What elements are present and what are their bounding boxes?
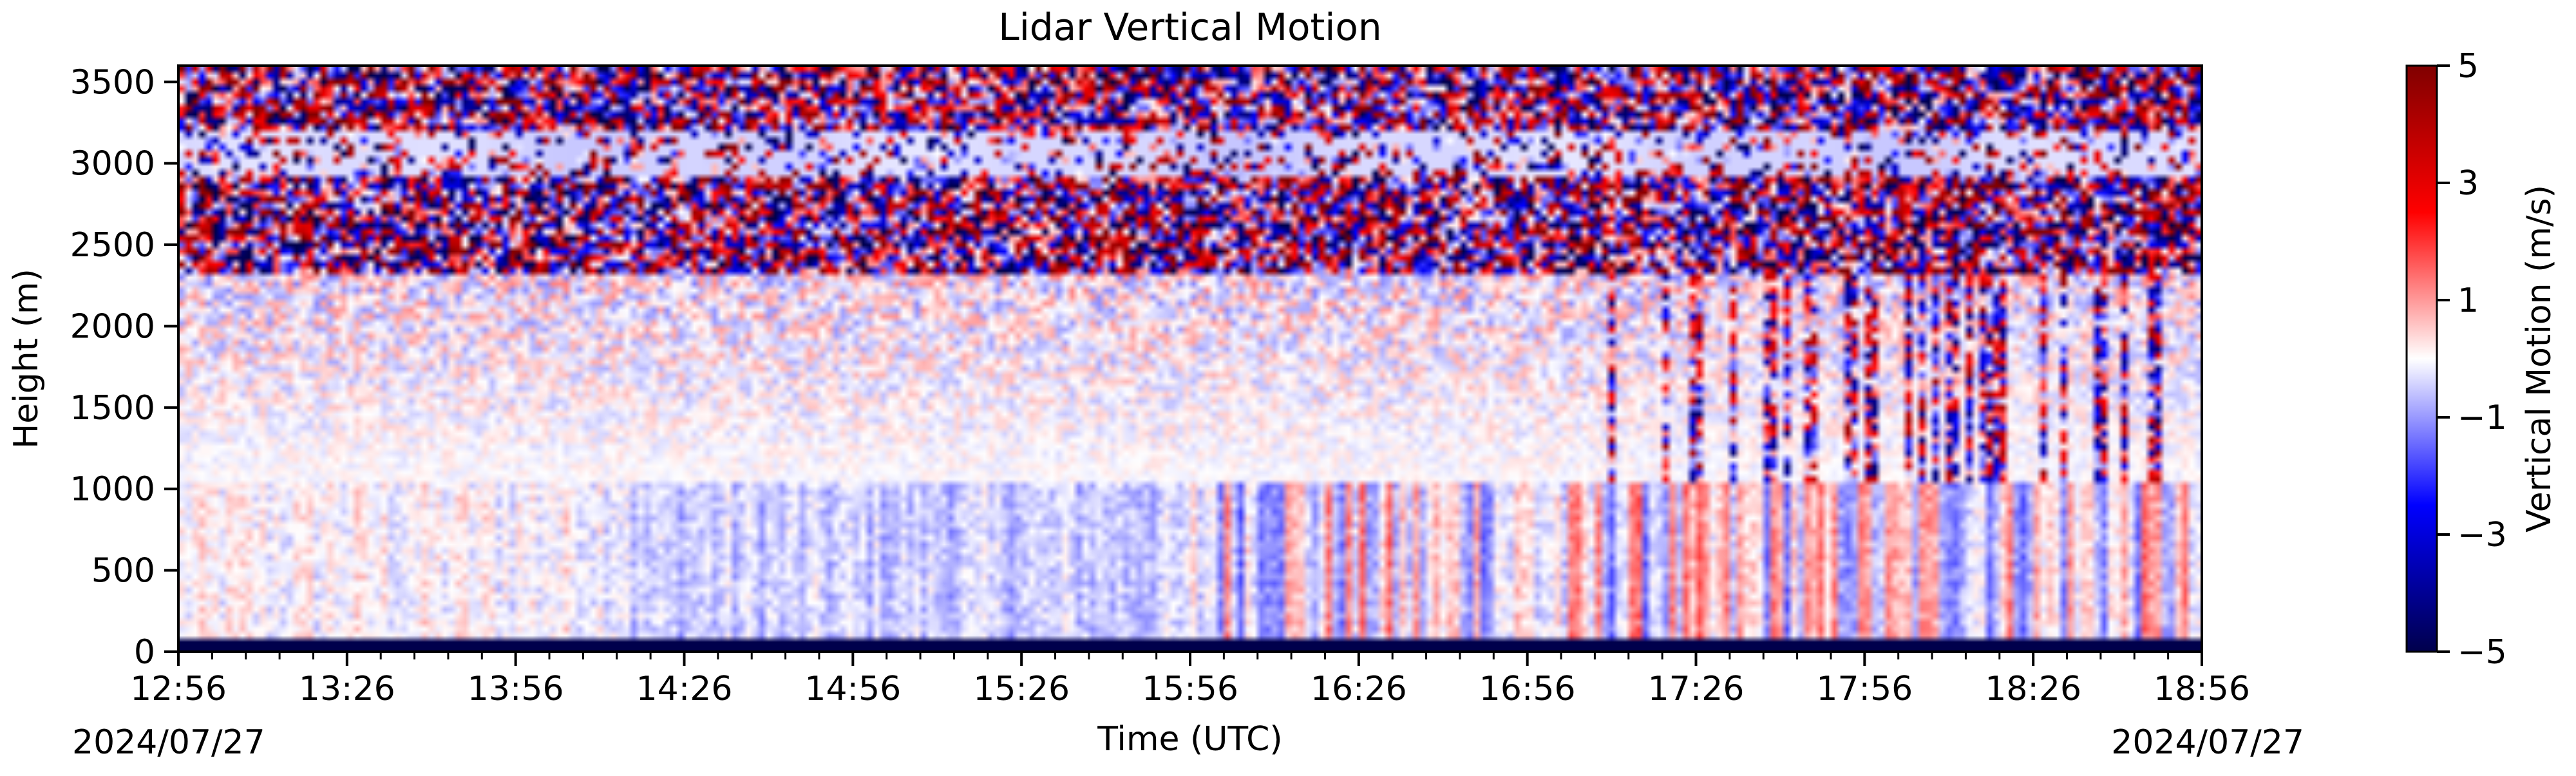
colorbar-tick-label: 3 — [2458, 164, 2479, 203]
date-right: 2024/07/27 — [2111, 723, 2304, 762]
y-axis-label: Height (m) — [7, 269, 46, 449]
chart-title: Lidar Vertical Motion — [998, 5, 1381, 49]
y-tick-label: 1000 — [70, 470, 155, 509]
x-tick-label: 16:56 — [1479, 670, 1576, 708]
colorbar-label: Vertical Motion (m/s) — [2520, 185, 2559, 533]
colorbar-tick-label: −1 — [2458, 399, 2507, 437]
heatmap-image — [178, 66, 2202, 652]
x-tick-label: 18:56 — [2154, 670, 2250, 708]
y-tick-label: 3000 — [70, 145, 155, 184]
heatmap — [178, 66, 2202, 652]
y-tick-label: 2000 — [70, 307, 155, 346]
colorbar — [2405, 64, 2438, 653]
y-tick-label: 500 — [91, 552, 155, 591]
x-tick-label: 17:26 — [1648, 670, 1745, 708]
y-axis: 0 500 1000 1500 2000 2500 3000 3500 — [70, 63, 178, 672]
colorbar-tick-label: 1 — [2458, 281, 2479, 320]
x-tick-label: 14:56 — [804, 670, 901, 708]
x-tick-label: 13:56 — [468, 670, 564, 708]
colorbar-tick-label: −5 — [2458, 633, 2507, 672]
x-tick-label: 18:26 — [1985, 670, 2081, 708]
x-axis-label: Time (UTC) — [1097, 720, 1282, 759]
y-tick-label: 3500 — [70, 63, 155, 102]
colorbar-tick-label: 5 — [2458, 47, 2479, 86]
y-tick-label: 1500 — [70, 389, 155, 428]
x-tick-label: 16:26 — [1311, 670, 1407, 708]
x-tick-label: 17:56 — [1816, 670, 1913, 708]
colorbar-ticks: 5 3 1 −1 −3 −5 — [2437, 47, 2507, 672]
y-tick-label: 2500 — [70, 226, 155, 265]
x-tick-label: 15:56 — [1142, 670, 1238, 708]
x-tick-label: 13:26 — [299, 670, 395, 708]
colorbar-tick-label: −3 — [2458, 516, 2507, 554]
date-left: 2024/07/27 — [72, 723, 265, 762]
x-tick-label: 14:26 — [636, 670, 733, 708]
x-tick-label: 12:56 — [130, 670, 227, 708]
x-tick-label: 15:26 — [973, 670, 1070, 708]
x-axis: 12:56 13:26 13:56 14:26 14:56 15:26 15:56 16:26… — [130, 652, 2250, 708]
y-tick-label: 0 — [134, 633, 155, 672]
